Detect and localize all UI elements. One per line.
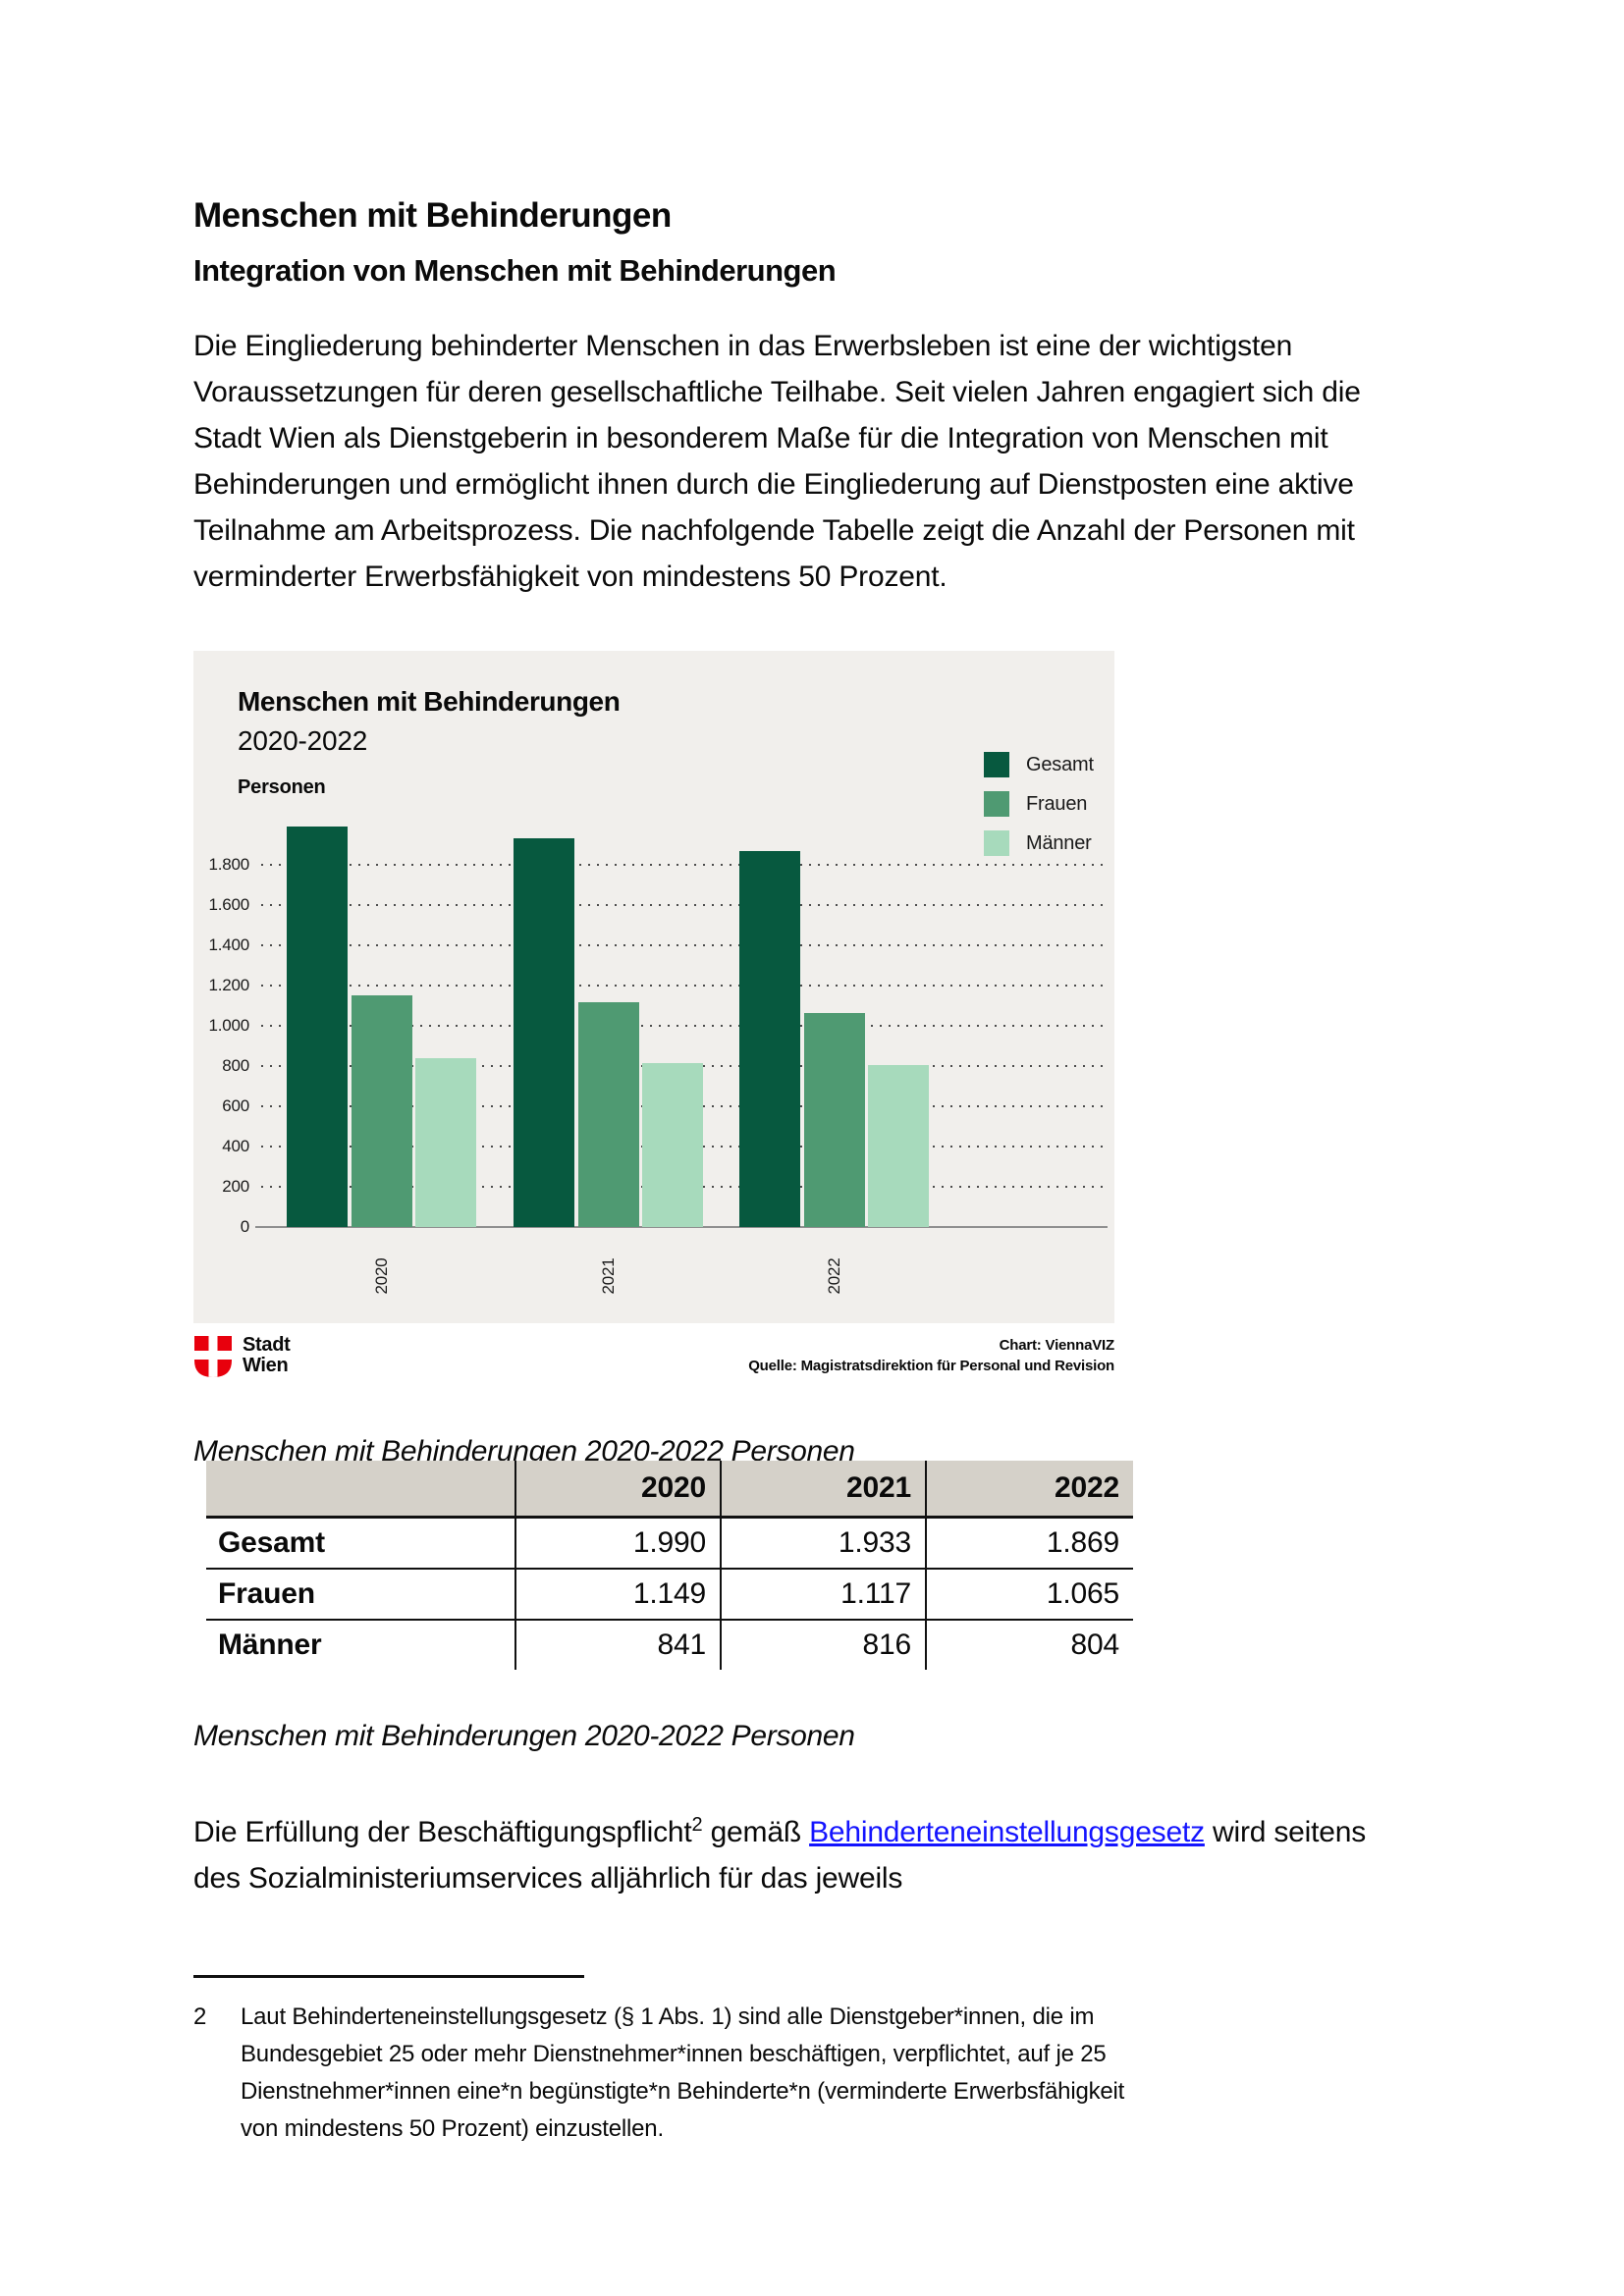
bar-frauen-2020 — [351, 995, 412, 1227]
cell-frauen-2021: 1.117 — [720, 1569, 926, 1621]
row-label-männer: Männer — [218, 1629, 322, 1661]
bar-männer-2021 — [642, 1062, 703, 1227]
footnote-separator — [193, 1975, 584, 1978]
table-caption-bottom: Menschen mit Behinderungen 2020-2022 Per… — [193, 1720, 855, 1752]
footnote-text: Laut Behinderteneinstellungsgesetz (§ 1 … — [241, 2003, 1125, 2142]
legend-label-frauen: Frauen — [1026, 792, 1088, 815]
header-cell-2022: 2022 — [925, 1461, 1133, 1519]
gridline-1600 — [261, 904, 1108, 906]
y-tick-label-1000: 1.000 — [208, 1016, 249, 1035]
data-table: 2020 2021 2022 Gesamt 1.990 1.933 1.869 Frauen… — [206, 1461, 1133, 1670]
brand-text: Stadt Wien — [243, 1335, 291, 1376]
gridline-1400 — [261, 944, 1108, 946]
intro-paragraph: Die Eingliederung behinderter Menschen i… — [193, 330, 1361, 593]
chart-source: Quelle: Magistratsdirektion für Personal… — [748, 1358, 1114, 1374]
chart-subtitle: 2020-2022 — [238, 725, 368, 756]
gridline-1200 — [261, 985, 1108, 987]
x-axis-label-2021: 2021 — [599, 1257, 618, 1295]
x-axis-label-2020: 2020 — [372, 1257, 391, 1295]
row-label-frauen: Frauen — [206, 1569, 515, 1621]
table-body: Gesamt 1.990 1.933 1.869 Frauen 1.149 1.117 1.0… — [206, 1517, 1133, 1670]
row-label-gesamt: Gesamt — [206, 1517, 515, 1570]
section-heading: Integration von Menschen mit Behinderung… — [193, 253, 837, 288]
header-cell-empty — [206, 1461, 515, 1519]
page-title: Menschen mit Behinderungen — [193, 196, 672, 235]
bar-frauen-2022 — [803, 1012, 865, 1227]
cell-gesamt-2020: 1.990 — [514, 1517, 721, 1570]
x-axis-label-2022: 2022 — [825, 1257, 843, 1295]
bar-gesamt-2020 — [287, 827, 348, 1227]
chart-credit: Chart: ViennaVIZ — [999, 1337, 1115, 1354]
brand-line2: Wien — [243, 1355, 289, 1376]
cell-frauen-2020: 1.149 — [514, 1569, 721, 1621]
stadt-wien-shield-icon — [194, 1336, 232, 1377]
header-cell-2020: 2020 — [514, 1461, 721, 1519]
header-cell-2021: 2021 — [720, 1461, 926, 1519]
y-tick-label-1400: 1.400 — [208, 935, 249, 954]
footnote: 2 Laut Behinderteneinstellungsgesetz (§ … — [193, 1999, 1156, 2148]
closing-text-2: gemäß — [702, 1816, 810, 1848]
chart-figure: Menschen mit Behinderungen 2020-2022 Per… — [193, 651, 1114, 1378]
chart-card: Menschen mit Behinderungen 2020-2022 Per… — [193, 651, 1114, 1323]
bar-gesamt-2021 — [514, 837, 574, 1227]
chart-legend: Gesamt Frauen Männer — [984, 752, 1094, 870]
legend-swatch-frauen — [984, 791, 1009, 817]
closing-text-3: wird seitens des Sozialministeriumservic… — [193, 1816, 1367, 1895]
y-tick-label-400: 400 — [222, 1137, 249, 1155]
chart-title: Menschen mit Behinderungen — [238, 686, 621, 717]
footnote-reference: 2 — [691, 1814, 703, 1836]
chart-plot: 0 200 400 600 800 1.000 1.200 1.400 1.600 1.800 20… — [208, 825, 1108, 1295]
cell-männer-2022: 804 — [925, 1620, 1133, 1670]
stadt-wien-brand: Stadt Wien — [193, 1335, 291, 1378]
table-header: 2020 2021 2022 — [206, 1461, 1133, 1519]
cell-gesamt-2022: 1.869 — [925, 1517, 1133, 1570]
chart-footer: Stadt Wien Chart: ViennaVIZ Quelle: Magi… — [193, 1335, 1114, 1378]
chart-attribution: Chart: ViennaVIZ Quelle: Magistratsdirek… — [748, 1335, 1114, 1376]
y-tick-label-1600: 1.600 — [208, 895, 249, 914]
cell-männer-2021: 816 — [720, 1620, 926, 1670]
y-tick-label-200: 200 — [222, 1177, 249, 1196]
cell-männer-2020: 841 — [514, 1620, 721, 1670]
legend-item-frauen: Frauen — [984, 791, 1094, 817]
gridline-1000 — [261, 1025, 1108, 1027]
y-tick-label-1200: 1.200 — [208, 976, 249, 994]
legend-swatch-gesamt — [984, 752, 1009, 777]
footnote-marker: 2 — [193, 2003, 207, 2030]
bar-gesamt-2022 — [739, 850, 800, 1227]
closing-paragraph: Die Erfüllung der Beschäftigungspflicht2… — [193, 1802, 1401, 1901]
bar-frauen-2021 — [577, 1002, 639, 1227]
gridline-1800 — [261, 864, 1108, 866]
y-tick-label-0: 0 — [240, 1217, 249, 1236]
legend-item-männer: Männer — [984, 830, 1094, 856]
table-row-männer: Männer 841 816 804 — [206, 1620, 1133, 1670]
y-tick-label-800: 800 — [222, 1056, 249, 1075]
table-header-row: 2020 2021 2022 — [206, 1461, 1133, 1519]
brand-line1: Stadt — [243, 1334, 291, 1356]
cell-frauen-2022: 1.065 — [925, 1569, 1133, 1621]
x-axis-line — [255, 1226, 1108, 1228]
y-tick-label-1800: 1.800 — [208, 855, 249, 874]
bar-männer-2022 — [868, 1065, 929, 1227]
table-row-frauen: Frauen 1.149 1.117 1.065 — [206, 1569, 1133, 1621]
chart-y-axis-label: Personen — [238, 776, 326, 798]
legend-item-gesamt: Gesamt — [984, 752, 1094, 777]
bar-männer-2020 — [415, 1057, 476, 1227]
y-tick-label-600: 600 — [222, 1096, 249, 1115]
closing-text-1: Die Erfüllung der Beschäftigungspflicht — [193, 1816, 692, 1848]
legend-label-gesamt: Gesamt — [1026, 753, 1094, 775]
legend-swatch-männer — [984, 830, 1009, 856]
behinderteneinstellungsgesetz-link[interactable]: Behinderteneinstellungsgesetz — [809, 1816, 1205, 1848]
legend-label-männer: Männer — [1026, 831, 1092, 854]
table-row-gesamt: Gesamt 1.990 1.933 1.869 — [206, 1517, 1133, 1570]
cell-gesamt-2021: 1.933 — [720, 1517, 926, 1570]
